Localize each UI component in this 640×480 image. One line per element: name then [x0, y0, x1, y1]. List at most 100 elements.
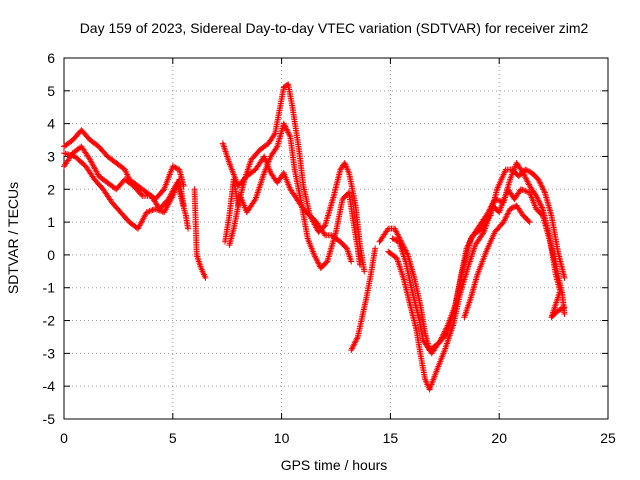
data-point — [561, 274, 568, 281]
data-point — [361, 268, 368, 275]
plot-frame — [63, 57, 609, 420]
data-point — [202, 274, 209, 281]
data-point — [282, 125, 289, 132]
data-point — [485, 209, 492, 216]
data-point — [533, 192, 540, 199]
data-point — [173, 165, 180, 172]
data-point — [438, 334, 445, 341]
data-point — [534, 195, 541, 202]
series-track-k — [389, 160, 568, 357]
data-point — [286, 132, 293, 139]
data-point — [145, 208, 152, 215]
data-point — [538, 203, 545, 210]
data-point — [392, 236, 399, 243]
data-point — [351, 339, 358, 346]
data-point — [349, 344, 356, 351]
data-point — [441, 329, 448, 336]
data-point — [561, 304, 568, 311]
data-point — [488, 203, 495, 210]
data-point — [538, 204, 545, 211]
data-point — [438, 335, 445, 342]
data-point — [522, 187, 529, 194]
data-point — [384, 227, 391, 234]
data-point — [558, 305, 565, 312]
data-point — [314, 257, 321, 264]
chart-title: Day 159 of 2023, Sidereal Day-to-day VTE… — [80, 20, 589, 36]
data-point — [520, 171, 527, 178]
data-point — [489, 200, 496, 207]
data-point — [149, 207, 156, 214]
x-tick-label: 15 — [383, 430, 399, 446]
data-point — [539, 185, 546, 192]
data-point — [507, 205, 514, 212]
data-point — [251, 197, 258, 204]
x-tick-label: 20 — [491, 430, 507, 446]
series-track-h — [348, 245, 379, 354]
data-point — [538, 183, 545, 190]
y-axis-label: SDTVAR / TECUs — [5, 182, 21, 294]
x-tick-label: 0 — [60, 430, 68, 446]
data-point — [540, 186, 547, 193]
data-point — [311, 251, 318, 258]
series-track-e — [222, 81, 368, 275]
series-track-c — [61, 143, 192, 232]
data-point — [143, 209, 150, 216]
data-point — [533, 194, 540, 201]
data-point — [314, 259, 321, 266]
data-point — [321, 230, 328, 237]
data-point — [138, 191, 145, 198]
data-point — [313, 256, 320, 263]
data-point — [500, 219, 507, 226]
data-point — [393, 230, 400, 237]
data-point — [535, 197, 542, 204]
series-track-l — [461, 202, 533, 321]
x-tick-label: 5 — [169, 430, 177, 446]
data-point — [561, 310, 568, 317]
data-point — [486, 207, 493, 214]
series-track-a — [61, 127, 187, 203]
x-tick-label: 10 — [274, 430, 290, 446]
data-point — [348, 258, 355, 265]
data-point — [523, 167, 530, 174]
data-point — [311, 253, 318, 260]
data-point — [285, 129, 292, 136]
y-tick-label: 3 — [47, 148, 55, 164]
data-point — [537, 180, 544, 187]
data-point — [525, 217, 532, 224]
data-point — [395, 232, 402, 239]
data-point — [284, 127, 291, 134]
y-tick-label: -3 — [43, 345, 56, 361]
data-point — [185, 225, 192, 232]
data-point — [524, 167, 531, 174]
data-point — [494, 197, 501, 204]
data-point — [392, 227, 399, 234]
data-point — [171, 163, 178, 170]
y-tick-label: 2 — [47, 181, 55, 197]
data-point — [493, 196, 500, 203]
data-point — [271, 131, 278, 138]
data-point — [521, 172, 528, 179]
data-point — [554, 307, 561, 314]
y-tick-label: -4 — [43, 378, 56, 394]
data-point — [391, 225, 398, 232]
data-point — [503, 213, 510, 220]
data-point — [560, 305, 567, 312]
data-point — [541, 188, 548, 195]
y-tick-label: 1 — [47, 214, 55, 230]
data-point — [523, 175, 530, 182]
data-point — [443, 325, 450, 332]
data-point — [393, 228, 400, 235]
data-point — [520, 169, 527, 176]
data-point — [354, 335, 361, 342]
series-track-g — [219, 140, 355, 265]
series-track-d — [191, 186, 209, 281]
data-point — [372, 245, 379, 252]
x-axis-label: GPS time / hours — [281, 457, 388, 473]
data-point — [505, 208, 512, 215]
data-point — [437, 337, 444, 344]
data-point — [538, 182, 545, 189]
data-point — [480, 230, 487, 237]
data-point — [522, 174, 529, 181]
series-track-b — [61, 150, 187, 232]
